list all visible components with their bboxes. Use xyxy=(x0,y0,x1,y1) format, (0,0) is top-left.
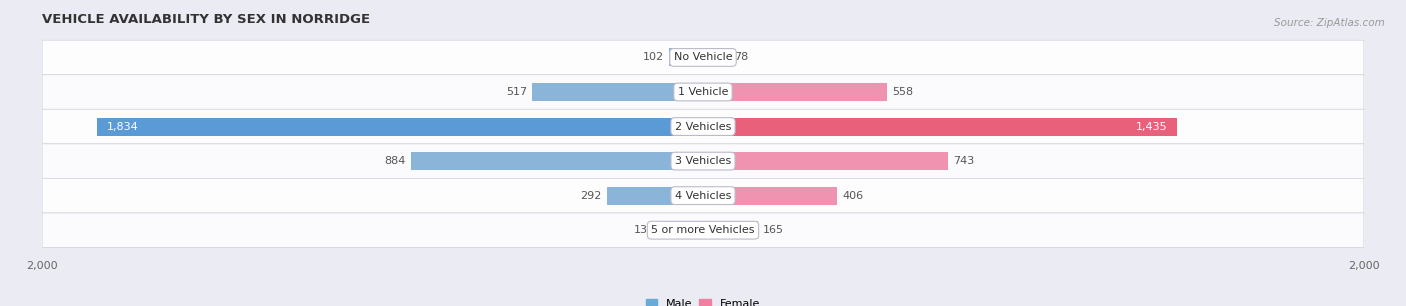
Text: 131: 131 xyxy=(634,225,655,235)
Text: 1,834: 1,834 xyxy=(107,121,139,132)
Text: 406: 406 xyxy=(842,191,863,201)
FancyBboxPatch shape xyxy=(42,144,1364,178)
FancyBboxPatch shape xyxy=(42,178,1364,213)
Bar xyxy=(669,48,703,66)
Bar xyxy=(42,110,1364,143)
Text: 558: 558 xyxy=(893,87,914,97)
Bar xyxy=(703,83,887,101)
Bar xyxy=(42,41,1364,74)
Bar xyxy=(703,48,728,66)
Bar xyxy=(411,152,703,170)
Text: 1 Vehicle: 1 Vehicle xyxy=(678,87,728,97)
Text: Source: ZipAtlas.com: Source: ZipAtlas.com xyxy=(1274,18,1385,28)
Bar xyxy=(97,118,703,136)
FancyBboxPatch shape xyxy=(42,75,1364,109)
Text: VEHICLE AVAILABILITY BY SEX IN NORRIDGE: VEHICLE AVAILABILITY BY SEX IN NORRIDGE xyxy=(42,13,370,26)
Text: 2 Vehicles: 2 Vehicles xyxy=(675,121,731,132)
Legend: Male, Female: Male, Female xyxy=(641,295,765,306)
Bar xyxy=(42,145,1364,177)
Bar xyxy=(659,221,703,239)
Bar xyxy=(703,152,949,170)
Bar xyxy=(42,214,1364,247)
Bar xyxy=(703,221,758,239)
Bar xyxy=(533,83,703,101)
Text: 292: 292 xyxy=(581,191,602,201)
Text: 102: 102 xyxy=(643,52,665,62)
Text: 1,435: 1,435 xyxy=(1136,121,1167,132)
FancyBboxPatch shape xyxy=(42,213,1364,248)
Bar xyxy=(42,76,1364,108)
Text: 3 Vehicles: 3 Vehicles xyxy=(675,156,731,166)
Text: 165: 165 xyxy=(762,225,783,235)
Bar xyxy=(703,118,1177,136)
Text: 884: 884 xyxy=(385,156,406,166)
Text: 5 or more Vehicles: 5 or more Vehicles xyxy=(651,225,755,235)
FancyBboxPatch shape xyxy=(42,109,1364,144)
Text: 517: 517 xyxy=(506,87,527,97)
Bar xyxy=(703,187,837,205)
Bar xyxy=(606,187,703,205)
Text: 743: 743 xyxy=(953,156,974,166)
Text: 78: 78 xyxy=(734,52,748,62)
FancyBboxPatch shape xyxy=(42,40,1364,75)
Bar xyxy=(42,179,1364,212)
Text: 4 Vehicles: 4 Vehicles xyxy=(675,191,731,201)
Text: No Vehicle: No Vehicle xyxy=(673,52,733,62)
